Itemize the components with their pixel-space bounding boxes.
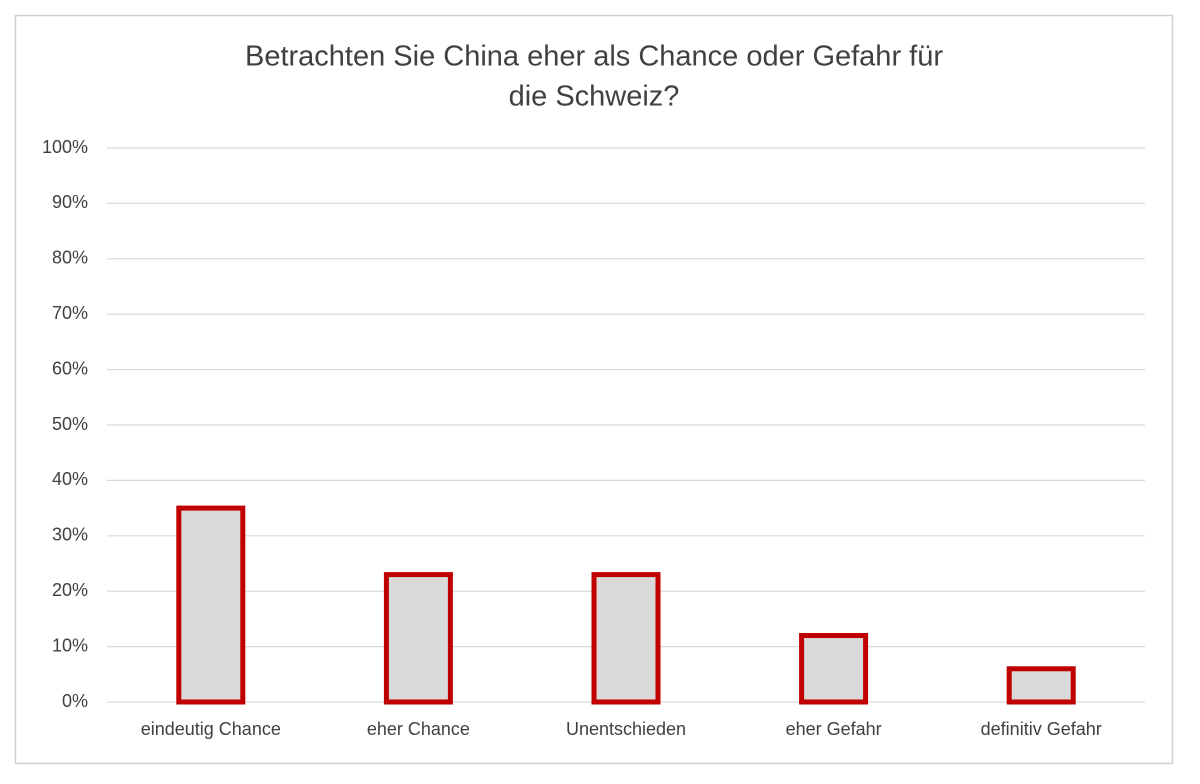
y-tick-label: 10%: [52, 635, 88, 655]
y-tick-label: 0%: [62, 691, 88, 711]
y-tick-label: 60%: [52, 358, 88, 378]
y-tick-label: 80%: [52, 248, 88, 268]
bar: [176, 505, 246, 705]
chart-title: Betrachten Sie China eher als Chance ode…: [245, 41, 943, 73]
x-tick-label: eher Gefahr: [786, 719, 882, 739]
y-tick-label: 30%: [52, 525, 88, 545]
y-tick-label: 40%: [52, 469, 88, 489]
x-tick-label: eher Chance: [367, 719, 470, 739]
y-tick-label: 20%: [52, 580, 88, 600]
bar: [1006, 666, 1076, 705]
y-tick-label: 50%: [52, 414, 88, 434]
bar: [799, 633, 869, 705]
y-tick-label: 70%: [52, 303, 88, 323]
chart-title: die Schweiz?: [509, 81, 680, 113]
bar: [591, 572, 661, 705]
x-tick-label: definitiv Gefahr: [981, 719, 1102, 739]
y-tick-label: 90%: [52, 192, 88, 212]
y-tick-label: 100%: [42, 137, 88, 157]
x-tick-label: Unentschieden: [566, 719, 686, 739]
bar: [383, 572, 453, 705]
x-tick-label: eindeutig Chance: [141, 719, 281, 739]
